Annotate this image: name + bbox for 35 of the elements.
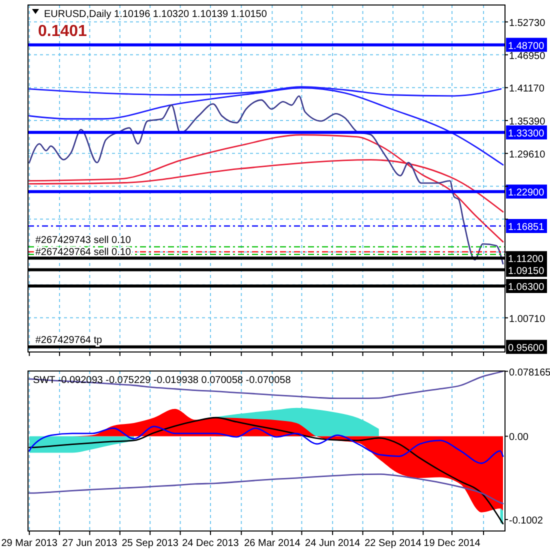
ref-line-label: 1.33300 xyxy=(508,128,545,140)
annotation: #267429743 sell 0.10 xyxy=(35,234,132,246)
line-series xyxy=(28,426,504,464)
annotation: #267429764 tp xyxy=(35,334,103,346)
ref-line-label: 1.06300 xyxy=(508,282,545,294)
x-tick-label: 27 Jun 2013 xyxy=(62,538,118,549)
x-tick-label: 29 Mar 2013 xyxy=(1,538,58,549)
line-series xyxy=(28,370,504,400)
x-tick-label: 22 Sep 2014 xyxy=(364,538,422,549)
x-tick-label: 26 Mar 2014 xyxy=(244,538,301,549)
y-tick-label: 1.52730 xyxy=(509,18,546,29)
y-tick-label: 1.41170 xyxy=(509,84,545,95)
y-tick-label: 1.46950 xyxy=(509,50,546,62)
chart-title: EURUSD,Daily 1.10196 1.10320 1.10139 1.10150 xyxy=(44,9,268,20)
ref-line-label: 1.11200 xyxy=(508,254,544,266)
y-tick-label: -0.1002 xyxy=(509,516,544,527)
y-tick-label: 1.29610 xyxy=(509,149,546,160)
x-tick-label: 25 Sep 2013 xyxy=(122,538,179,549)
ref-line-label: 1.22900 xyxy=(508,188,545,199)
ref-line-label: 1.16851 xyxy=(508,222,545,233)
x-tick-label: 19 Dec 2014 xyxy=(424,538,481,549)
line-series xyxy=(28,473,504,504)
ref-line-label: 1.48700 xyxy=(508,40,545,52)
y-tick-label: 0.078165 xyxy=(509,367,550,378)
line-series xyxy=(28,134,504,243)
ref-line-label: 1.09150 xyxy=(508,266,545,277)
y-tick-label: 1.35390 xyxy=(509,116,546,128)
ref-line-label: 0.95600 xyxy=(508,342,545,354)
x-tick-label: 24 Dec 2013 xyxy=(182,538,240,549)
y-tick-label: 1.00710 xyxy=(509,314,546,325)
x-tick-label: 24 Jun 2014 xyxy=(305,538,361,549)
y-tick-label: 0.00 xyxy=(509,432,529,444)
line-series xyxy=(28,87,504,166)
line-series xyxy=(28,95,504,265)
text: 0.1401 xyxy=(38,23,88,40)
